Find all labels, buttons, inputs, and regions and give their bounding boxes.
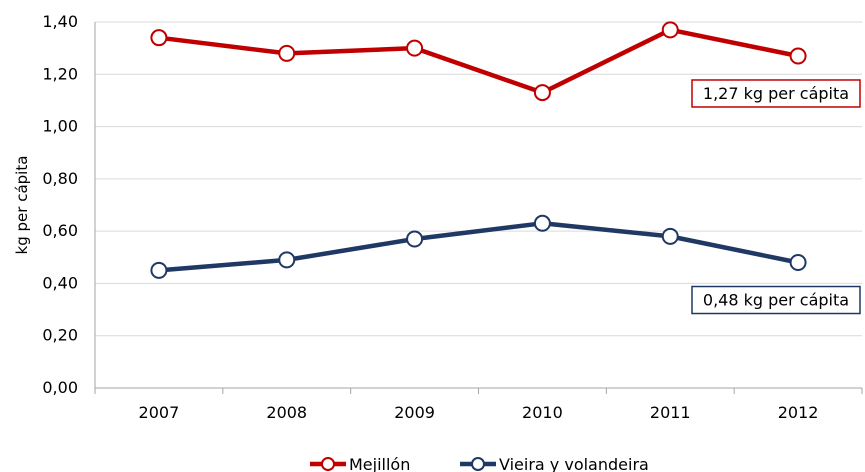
y-tick-label: 0,20 (42, 326, 78, 345)
data-point (533, 214, 551, 232)
data-point (789, 47, 807, 65)
y-tick-label: 1,20 (42, 64, 78, 83)
legend-marker (471, 457, 485, 471)
data-point (533, 84, 551, 102)
callouts: 1,27 kg per cápita 0,48 kg per cápita (691, 79, 861, 315)
series-group (150, 21, 807, 279)
y-tick-label: 1,00 (42, 117, 78, 136)
series-2 (150, 214, 807, 279)
y-tick-labels: 0,00 0,20 0,40 0,60 0,80 1,00 1,20 1,40 (42, 12, 78, 397)
data-point (661, 21, 679, 39)
y-tick-label: 0,00 (42, 378, 78, 397)
data-point (406, 230, 424, 248)
callout-label: 0,48 kg per cápita (703, 291, 849, 310)
legend-label: Mejillón (349, 455, 410, 472)
callout-box (691, 285, 861, 315)
legend-item-1: Mejillón (310, 455, 410, 472)
data-point (278, 251, 296, 269)
data-point (150, 29, 168, 47)
legend-label: Vieira y volandeira (499, 455, 649, 472)
series-line (158, 27, 799, 95)
legend-marker (321, 457, 335, 471)
series-line (158, 221, 799, 273)
x-tick-label: 2012 (778, 403, 819, 422)
data-point (789, 254, 807, 272)
y-tick-label: 0,80 (42, 169, 78, 188)
legend-item-2: Vieira y volandeira (460, 455, 649, 472)
y-axis-title: kg per cápita (13, 156, 31, 255)
y-tick-label: 0,40 (42, 273, 78, 292)
callout-box (691, 79, 861, 108)
x-tick-label: 2009 (394, 403, 435, 422)
callout-1: 1,27 kg per cápita (691, 79, 861, 108)
x-tick-label: 2010 (522, 403, 563, 422)
y-tick-label: 0,60 (42, 221, 78, 240)
data-point (661, 227, 679, 245)
x-tick-labels: 2007 2008 2009 2010 2011 2012 (139, 403, 819, 422)
callout-2: 0,48 kg per cápita (691, 285, 861, 315)
axes (94, 22, 863, 394)
callout-label: 1,27 kg per cápita (703, 84, 849, 103)
data-point (278, 44, 296, 62)
x-tick-label: 2011 (650, 403, 691, 422)
x-tick-label: 2008 (266, 403, 307, 422)
data-point (406, 39, 424, 57)
series-1 (150, 21, 807, 102)
legend: Mejillón Vieira y volandeira (310, 455, 649, 472)
data-point (150, 261, 168, 279)
x-tick-label: 2007 (139, 403, 180, 422)
y-tick-label: 1,40 (42, 12, 78, 31)
